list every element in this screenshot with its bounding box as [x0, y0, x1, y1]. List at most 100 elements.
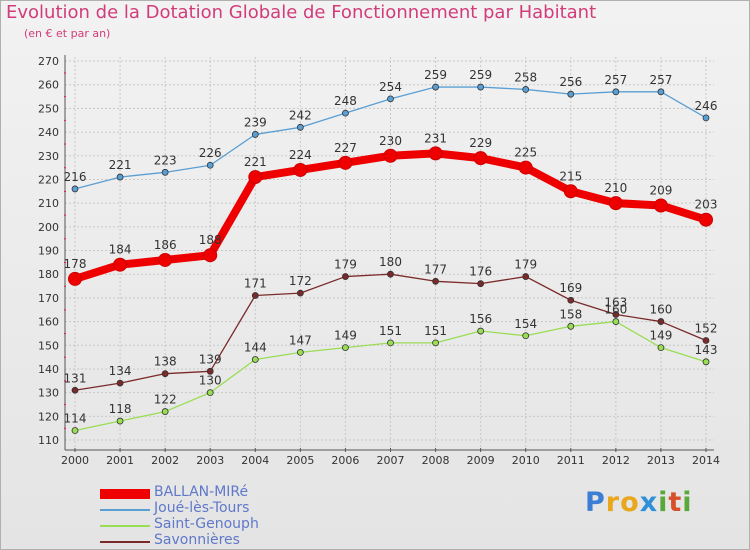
x-tick-label: 2014: [692, 454, 720, 467]
data-point: [116, 417, 124, 425]
data-point: [567, 90, 575, 98]
data-label: 139: [199, 352, 222, 366]
data-label: 259: [424, 68, 447, 82]
data-point: [71, 386, 79, 394]
y-tick-label: 140: [38, 363, 59, 376]
y-tick-label: 200: [38, 221, 59, 234]
data-point: [296, 348, 304, 356]
data-point: [432, 83, 439, 91]
data-point: [702, 114, 710, 122]
x-tick-label: 2010: [512, 454, 540, 467]
data-point: [251, 292, 259, 299]
data-label: 179: [514, 258, 537, 272]
data-point: [473, 151, 488, 166]
data-point: [113, 257, 128, 272]
data-point: [612, 88, 620, 96]
data-label: 257: [604, 73, 627, 87]
data-label: 171: [244, 277, 267, 291]
logo-letter: i: [658, 487, 669, 518]
data-point: [158, 252, 173, 267]
y-tick-label: 150: [38, 339, 59, 352]
series-lines: [68, 83, 713, 434]
data-label: 160: [604, 303, 627, 317]
data-label: 225: [514, 146, 537, 160]
x-tick-label: 2003: [196, 454, 224, 467]
data-point: [522, 86, 530, 93]
data-label: 144: [244, 340, 267, 354]
data-point: [653, 198, 668, 213]
y-tick-label: 160: [38, 316, 59, 329]
x-tick-label: 2006: [331, 454, 359, 467]
data-point: [296, 123, 304, 131]
data-label: 179: [334, 258, 357, 272]
data-label: 215: [559, 169, 582, 183]
chart-title: Evolution de la Dotation Globale de Fonc…: [6, 2, 597, 23]
data-point: [68, 271, 82, 286]
data-label: 172: [289, 274, 312, 288]
data-label: 143: [695, 343, 718, 357]
y-tick-label: 130: [38, 387, 59, 400]
data-point: [71, 427, 79, 434]
data-point: [342, 344, 349, 352]
data-point: [657, 344, 665, 352]
data-label: 180: [379, 255, 402, 269]
x-tick-label: 2000: [61, 454, 89, 467]
data-point: [342, 273, 349, 280]
data-label: 230: [379, 134, 402, 148]
data-point: [206, 367, 214, 375]
data-point: [657, 318, 665, 325]
x-tick-label: 2008: [422, 454, 450, 467]
logo-letter: i: [682, 487, 693, 518]
x-tick-label: 2005: [286, 454, 314, 467]
data-point: [522, 332, 530, 340]
legend-label: Saint-Genouph: [154, 516, 259, 532]
x-tick-label: 2007: [377, 454, 405, 467]
data-point: [477, 83, 485, 91]
data-label: 226: [199, 146, 222, 160]
data-point: [699, 212, 713, 227]
y-tick-label: 270: [38, 55, 59, 68]
logo-letter: r: [605, 487, 621, 518]
y-tick-label: 110: [38, 434, 59, 447]
proxiti-logo: Proxiti: [585, 487, 693, 518]
data-point: [387, 95, 394, 103]
data-label: 257: [649, 73, 672, 87]
data-point: [567, 296, 575, 304]
data-label: 224: [289, 148, 312, 162]
data-label: 152: [695, 322, 718, 336]
data-point: [116, 379, 124, 387]
legend-swatch: [100, 541, 150, 543]
data-point: [248, 170, 263, 185]
y-tick-label: 190: [38, 245, 59, 258]
legend-swatch: [100, 509, 150, 511]
data-point: [116, 173, 124, 181]
data-point: [342, 109, 349, 117]
legend-label: Joué-lès-Tours: [154, 500, 250, 516]
data-label: 158: [559, 307, 582, 321]
data-label: 246: [695, 99, 718, 113]
legend-item: Savonnières: [100, 532, 400, 550]
data-labels: 216 221 223 226 239 242 248 254 259 259 258 256 257 2…: [64, 68, 718, 425]
y-tick-label: 230: [38, 150, 59, 163]
data-point: [387, 270, 394, 278]
data-point: [567, 322, 575, 330]
data-label: 221: [244, 155, 267, 169]
y-tick-label: 240: [38, 126, 59, 139]
logo-letter: t: [668, 487, 683, 518]
y-tick-label: 220: [38, 173, 59, 186]
data-point: [702, 337, 710, 344]
x-tick-label: 2001: [106, 454, 134, 467]
data-label: 169: [559, 281, 582, 295]
data-point: [161, 168, 169, 176]
data-label: 256: [559, 75, 582, 89]
data-point: [161, 370, 169, 378]
data-point: [612, 318, 620, 325]
legend-swatch: [100, 525, 150, 527]
data-label: 184: [109, 243, 132, 257]
data-point: [387, 339, 394, 347]
data-label: 149: [649, 329, 672, 343]
data-label: 188: [199, 233, 222, 247]
legend-label: BALLAN-MIRé: [154, 484, 249, 500]
chart-subtitle: (en € et par an): [24, 27, 111, 40]
